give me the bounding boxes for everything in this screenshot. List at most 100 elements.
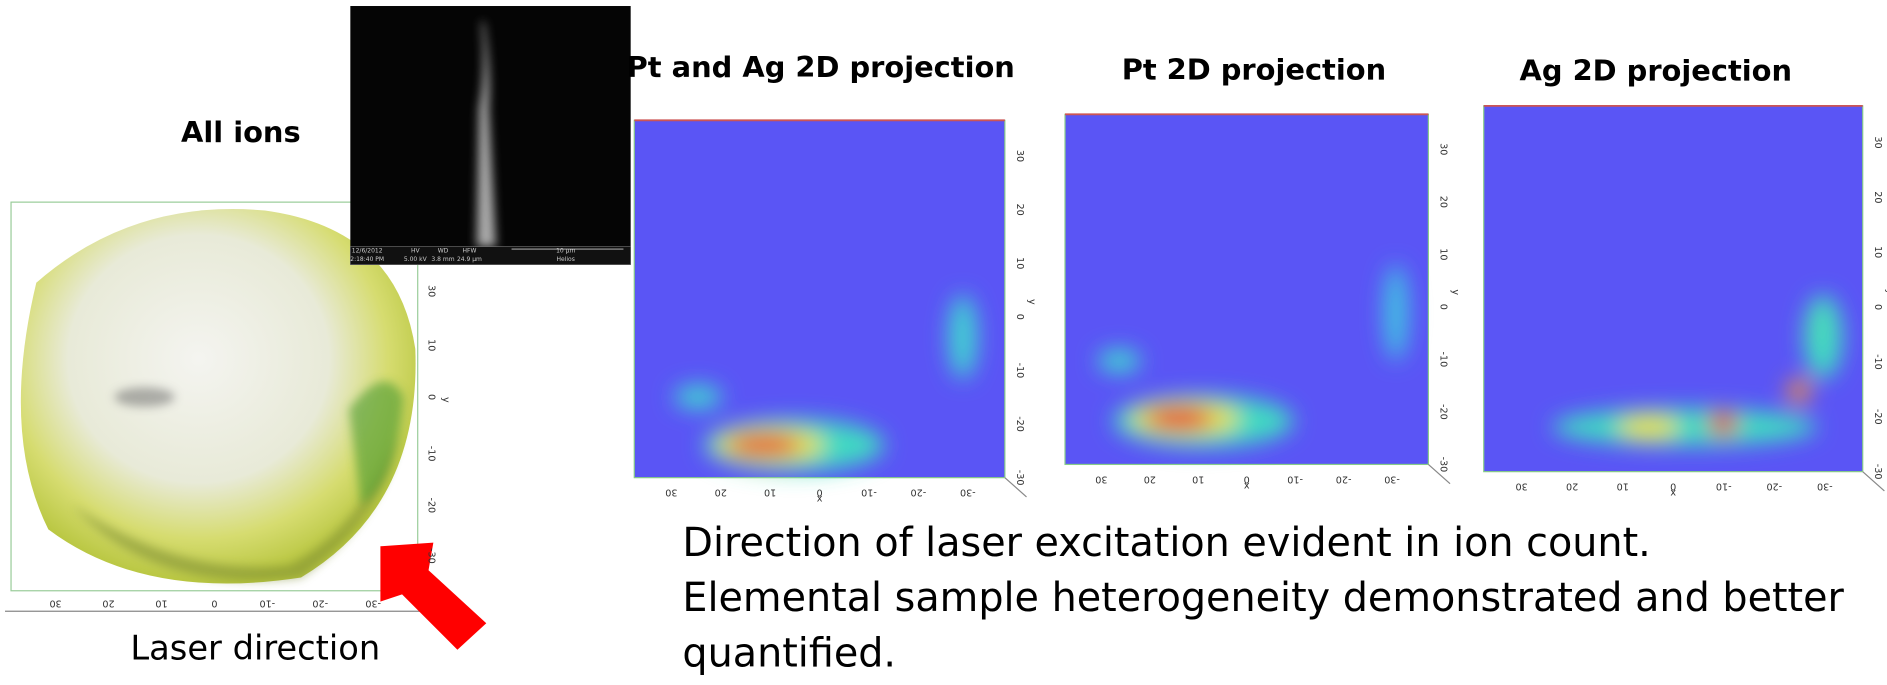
y-tick-label: -20 (426, 497, 437, 513)
ion-title: All ions (181, 115, 301, 149)
sem-label: 5.00 kV (404, 256, 428, 263)
x-tick-label: -10 (861, 487, 877, 498)
x-tick-label: -10 (259, 597, 275, 608)
corner-line (1427, 463, 1451, 485)
x-axis-label: x (1670, 488, 1676, 499)
x-tick-label: 30 (49, 597, 61, 608)
heat-blob (1786, 379, 1811, 404)
y-axis-label: y (440, 397, 451, 403)
y-tick-label: -20 (1014, 416, 1025, 432)
sem-label: HFW (462, 248, 476, 255)
x-tick-label: 20 (102, 597, 114, 608)
sem-label: 2:18:40 PM (350, 256, 384, 263)
y-axis-label: y (1449, 289, 1460, 295)
y-tick-label: 0 (1014, 314, 1025, 320)
x-tick-label: 10 (155, 597, 167, 608)
sem-label: HV (411, 248, 421, 255)
y-tick-label: -30 (1014, 470, 1025, 486)
y-tick-label: 10 (426, 339, 437, 351)
sem-tip (476, 21, 496, 247)
heat-blob (1383, 264, 1408, 361)
heat-blob (948, 294, 978, 380)
y-tick-label: 20 (1872, 191, 1883, 203)
x-tick-label: 30 (665, 487, 677, 498)
y-tick-label: 0 (1437, 304, 1448, 310)
projection-title: Ag 2D projection (1520, 54, 1792, 88)
heatmap-blobs (1097, 264, 1408, 448)
sem-label: Helios (557, 256, 575, 263)
y-tick-label: 30 (1437, 143, 1448, 155)
heat-blob (1145, 406, 1214, 431)
sem-bar (350, 246, 631, 266)
ion-map-frame (10, 201, 419, 592)
x-tick-label: 30 (1095, 473, 1107, 484)
x-tick-label: 20 (1144, 473, 1156, 484)
sem-label: 24.9 µm (457, 256, 482, 263)
y-tick-label: 20 (1014, 204, 1025, 216)
y-tick-label: 10 (1437, 248, 1448, 260)
y-tick-label: 10 (1014, 257, 1025, 269)
y-tick-label: 30 (1872, 136, 1883, 148)
body-line: Elemental sample heterogeneity demonstra… (682, 575, 1844, 621)
y-tick-label: 0 (1872, 304, 1883, 310)
heatmap-blobs (673, 294, 978, 472)
projection-title: Pt and Ag 2D projection (627, 50, 1015, 84)
x-tick-label: -20 (911, 487, 927, 498)
corner-line (1862, 471, 1885, 492)
corner-line (1004, 477, 1027, 498)
x-tick-label: -20 (312, 597, 328, 608)
x-tick-label: -30 (1817, 481, 1833, 492)
y-tick-label: -30 (1872, 464, 1883, 480)
sem-label: 10 µm (556, 248, 575, 255)
y-tick-label: -30 (426, 548, 437, 564)
x-tick-label: -30 (960, 487, 976, 498)
ion-caption: Laser direction (130, 628, 380, 667)
x-tick-label: 20 (1566, 481, 1578, 492)
heat-blob (1618, 415, 1679, 440)
x-axis-label: x (1244, 480, 1250, 491)
y-tick-label: -20 (1872, 409, 1883, 425)
x-tick-label: 10 (764, 487, 776, 498)
x-tick-label: 0 (211, 597, 217, 608)
heat-blob (1803, 294, 1843, 380)
y-tick-label: -10 (1872, 354, 1883, 370)
body-line: quantified. (682, 631, 896, 677)
ion-dark (114, 387, 175, 407)
x-tick-label: -20 (1766, 481, 1782, 492)
x-tick-label: -10 (1287, 473, 1303, 484)
heatmap-blobs (1552, 294, 1843, 447)
heatmap (633, 119, 1006, 479)
heat-blob (1708, 411, 1738, 436)
y-axis-label: y (1884, 289, 1887, 295)
x-tick-label: 0 (1670, 481, 1676, 492)
heat-blob (1097, 348, 1141, 373)
x-tick-label: 0 (817, 487, 823, 498)
heat-blob (728, 434, 801, 457)
laser-arrow (380, 542, 487, 650)
projection-title: Pt 2D projection (1122, 52, 1386, 86)
y-tick-label: -10 (1437, 352, 1448, 368)
x-tick-label: 0 (1244, 473, 1250, 484)
sem-label: WD (438, 248, 449, 255)
x-tick-label: 30 (1516, 481, 1528, 492)
y-axis-label: y (1026, 299, 1037, 305)
ion-green (349, 381, 404, 506)
y-tick-label: -10 (1014, 363, 1025, 379)
x-tick-label: -30 (365, 597, 381, 608)
y-tick-label: -20 (1437, 404, 1448, 420)
y-tick-label: 20 (1437, 196, 1448, 208)
heat-blob (1552, 407, 1818, 447)
x-tick-label: -20 (1336, 473, 1352, 484)
y-tick-label: 30 (426, 285, 437, 297)
heat-blob (673, 385, 723, 410)
ion-cloud (20, 209, 416, 584)
x-tick-label: -10 (1716, 481, 1732, 492)
x-axis-label: x (817, 494, 823, 505)
y-tick-label: -30 (1437, 457, 1448, 473)
sem-label: 12/6/2012 (352, 248, 383, 255)
sem-label: 3.8 mm (431, 256, 454, 263)
x-tick-label: 20 (715, 487, 727, 498)
x-tick-label: -30 (1384, 473, 1400, 484)
x-tick-label: 10 (1617, 481, 1629, 492)
